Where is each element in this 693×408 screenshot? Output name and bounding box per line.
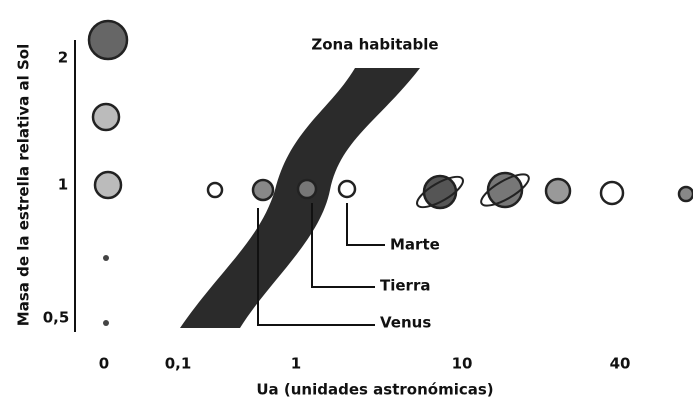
y-tick-label: 2 [58,49,68,67]
planet-label: Marte [390,236,440,254]
x-tick-label: 1 [291,355,301,373]
x-tick-label: 40 [610,355,631,373]
leader-line [346,203,385,246]
x-tick-label: 0 [99,355,109,373]
y-tick-label: 0,5 [43,309,70,327]
planet-label: Tierra [380,277,430,295]
leader-line [257,208,375,326]
stars [87,19,129,326]
y-axis-label: Masa de la estrella relativa al Sol [15,44,33,326]
zone-title: Zona habitable [311,36,438,54]
planets [206,171,693,210]
x-tick-label: 0,1 [165,355,192,373]
habitable-zone [180,68,420,328]
planet-label: Venus [380,314,431,332]
leader-line [311,203,375,288]
x-axis-label: Ua (unidades astronómicas) [256,381,493,399]
x-tick-label: 10 [452,355,473,373]
y-tick-label: 1 [58,176,68,194]
